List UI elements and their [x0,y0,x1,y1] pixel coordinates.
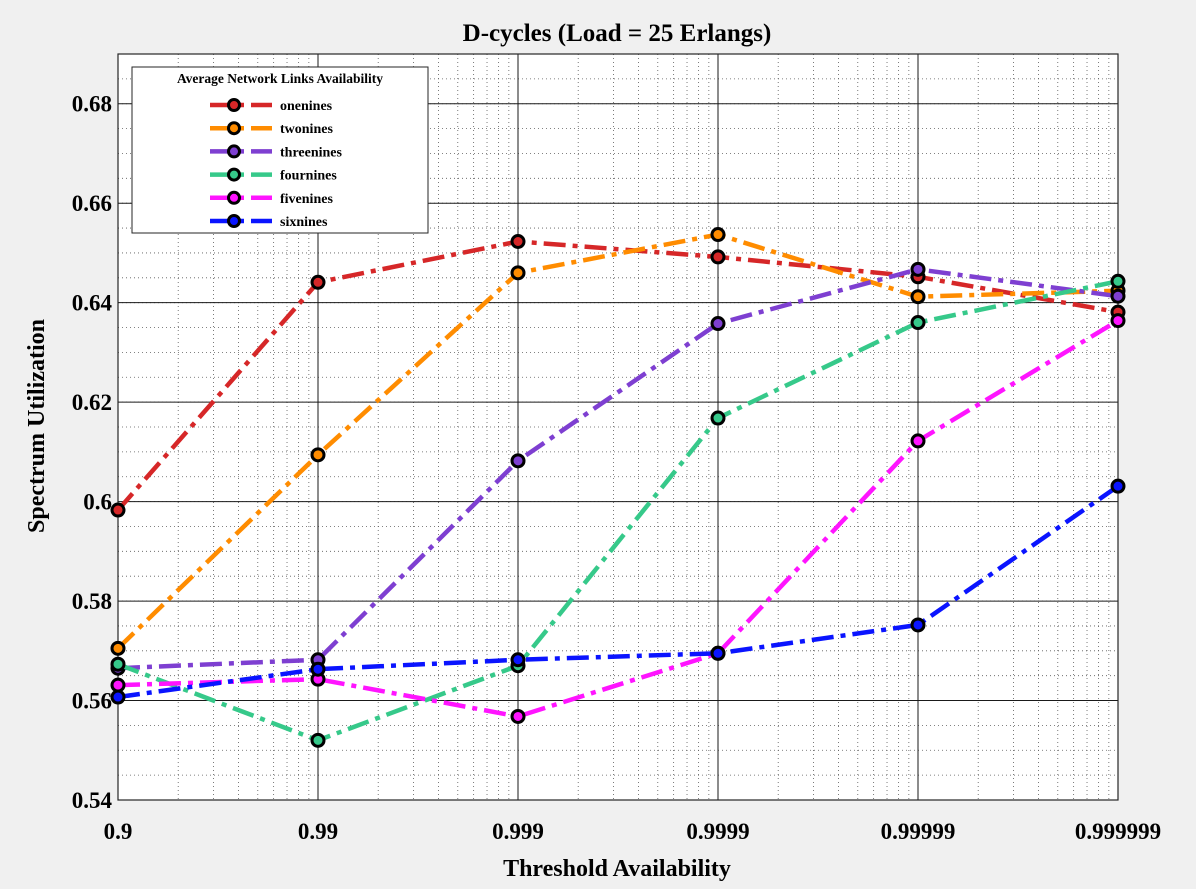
data-point [110,502,126,518]
data-point [510,233,526,249]
data-point [1110,313,1126,329]
data-point [110,677,126,693]
x-axis-ticks: 0.9 0.99 0.999 0.9999 0.99999 0.999999 [104,819,1162,844]
data-point [710,249,726,265]
data-point [910,261,926,277]
legend-box [131,66,429,234]
data-point [310,274,326,290]
legend-item-fournines: fournines [210,167,337,184]
data-point [1110,288,1126,304]
y-axis-ticks: 0.54 0.56 0.58 0.6 0.62 0.64 0.66 0.68 [72,92,113,813]
x-tick-label: 0.9999 [686,819,749,844]
series-line-fournines [117,279,1119,743]
series-line-onenines [116,239,1119,512]
x-tick-label: 0.999999 [1075,819,1161,844]
data-point [710,316,726,332]
legend-label: fournines [280,169,337,184]
y-tick-label: 0.66 [72,191,112,216]
y-tick-label: 0.62 [72,390,112,415]
legend: Average Network Links Availability oneni… [131,66,429,234]
legend-label: sixnines [280,215,328,230]
legend-marker [227,214,241,228]
data-point [510,652,526,668]
y-axis-label: Spectrum Utilization [24,319,50,533]
data-point [710,645,726,661]
x-tick-label: 0.999 [492,819,544,844]
legend-label: twonines [280,122,333,137]
x-axis-label: Threshold Availability [503,856,731,882]
series-sixnines [110,478,1126,705]
data-point [110,640,126,656]
legend-title: Average Network Links Availability [177,71,383,86]
legend-item-fivenines: fivenines [210,190,333,207]
data-point [710,227,726,243]
data-point [1110,273,1126,289]
data-point [110,689,126,705]
data-point [910,433,926,449]
legend-marker [227,190,241,205]
y-tick-label: 0.6 [83,490,112,515]
data-point [710,410,726,426]
legend-label: fivenines [280,192,333,207]
data-point [110,656,126,672]
legend-item-threenines: threenines [210,144,343,160]
x-tick-label: 0.99 [298,819,338,844]
legend-entries: onenines twonines threenines fournines fiven… [210,98,343,230]
data-point [1110,478,1126,494]
data-point [910,315,926,331]
data-point [510,265,526,281]
y-tick-label: 0.56 [72,689,112,714]
legend-marker [227,98,241,112]
chart-title: D-cycles (Load = 25 Erlangs) [463,20,772,47]
x-tick-label: 0.99999 [881,819,956,844]
series-layer [110,227,1126,748]
series-line-sixnines [117,484,1120,700]
legend-label: onenines [280,99,333,114]
data-point [910,289,926,305]
legend-item-twonines: twonines [210,121,333,137]
data-point [510,708,526,724]
data-point [310,661,326,677]
data-point [310,447,326,463]
y-tick-label: 0.64 [72,291,113,316]
series-line-twonines [116,232,1119,650]
y-tick-label: 0.68 [72,92,112,117]
legend-marker [227,167,241,182]
data-point [510,453,526,469]
data-point [310,732,326,748]
legend-item-onenines: onenines [210,98,333,114]
x-tick-label: 0.9 [104,819,133,844]
y-tick-label: 0.58 [72,589,112,614]
series-line-fivenines [117,318,1120,719]
legend-marker [227,144,241,159]
legend-label: threenines [280,145,343,160]
legend-item-sixnines: sixnines [210,214,328,230]
series-line-threenines [117,267,1119,671]
legend-marker [227,121,241,136]
plot-frame [117,53,1119,801]
data-point [910,617,926,633]
y-tick-label: 0.54 [72,788,113,813]
